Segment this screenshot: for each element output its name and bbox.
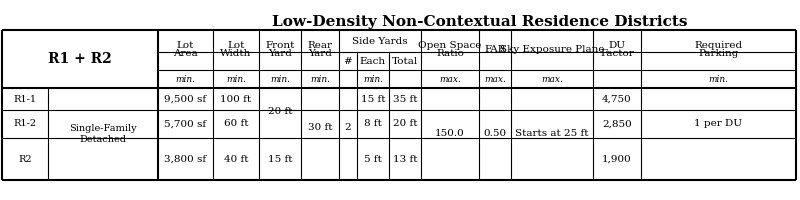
Text: R1-2: R1-2 [14, 119, 37, 129]
Text: Open Space: Open Space [418, 40, 482, 49]
Text: R1 + R2: R1 + R2 [48, 52, 112, 66]
Text: Lot: Lot [177, 40, 194, 49]
Text: min.: min. [175, 74, 195, 84]
Text: FAR: FAR [484, 46, 506, 54]
Text: min.: min. [709, 74, 729, 84]
Text: Yard: Yard [308, 49, 332, 58]
Text: 2: 2 [345, 123, 351, 132]
Text: 20 ft: 20 ft [268, 107, 292, 116]
Text: min.: min. [226, 74, 246, 84]
Text: Factor: Factor [600, 49, 634, 58]
Text: 3,800 sf: 3,800 sf [165, 154, 206, 164]
Text: 1,900: 1,900 [602, 154, 632, 164]
Text: 1 per DU: 1 per DU [694, 119, 742, 129]
Text: Single-Family
Detached: Single-Family Detached [69, 124, 137, 144]
Text: Rear: Rear [307, 40, 333, 49]
Text: 100 ft: 100 ft [221, 95, 251, 104]
Text: max.: max. [541, 74, 563, 84]
Text: 5,700 sf: 5,700 sf [165, 119, 206, 129]
Text: Side Yards: Side Yards [352, 36, 408, 46]
Text: R1-1: R1-1 [14, 95, 37, 104]
Text: 4,750: 4,750 [602, 95, 632, 104]
Text: max.: max. [484, 74, 506, 84]
Text: 20 ft: 20 ft [393, 119, 418, 129]
Text: #: # [344, 56, 352, 66]
Text: max.: max. [439, 74, 461, 84]
Text: Area: Area [173, 49, 198, 58]
Text: 8 ft: 8 ft [364, 119, 382, 129]
Text: 60 ft: 60 ft [224, 119, 248, 129]
Text: 13 ft: 13 ft [393, 154, 418, 164]
Text: Sky Exposure Plane: Sky Exposure Plane [500, 46, 604, 54]
Text: Each: Each [360, 56, 386, 66]
Text: Parking: Parking [698, 49, 738, 58]
Text: Starts at 25 ft: Starts at 25 ft [515, 130, 589, 138]
Text: Lot: Lot [227, 40, 245, 49]
Text: Total: Total [392, 56, 418, 66]
Text: 35 ft: 35 ft [393, 95, 418, 104]
Text: Width: Width [220, 49, 252, 58]
Text: Yard: Yard [268, 49, 292, 58]
Text: 0.50: 0.50 [483, 130, 506, 138]
Text: 15 ft: 15 ft [268, 154, 292, 164]
Text: Front: Front [266, 40, 294, 49]
Text: min.: min. [363, 74, 383, 84]
Text: 5 ft: 5 ft [364, 154, 382, 164]
Text: R2: R2 [18, 154, 32, 164]
Text: Required: Required [694, 40, 742, 49]
Text: Ratio: Ratio [436, 49, 464, 58]
Text: DU: DU [609, 40, 626, 49]
Text: 30 ft: 30 ft [308, 123, 332, 132]
Text: min.: min. [310, 74, 330, 84]
Text: 9,500 sf: 9,500 sf [165, 95, 206, 104]
Text: 150.0: 150.0 [435, 130, 465, 138]
Text: Low-Density Non-Contextual Residence Districts: Low-Density Non-Contextual Residence Dis… [272, 15, 688, 29]
Text: 40 ft: 40 ft [224, 154, 248, 164]
Text: 15 ft: 15 ft [361, 95, 386, 104]
Text: min.: min. [270, 74, 290, 84]
Text: 2,850: 2,850 [602, 119, 632, 129]
